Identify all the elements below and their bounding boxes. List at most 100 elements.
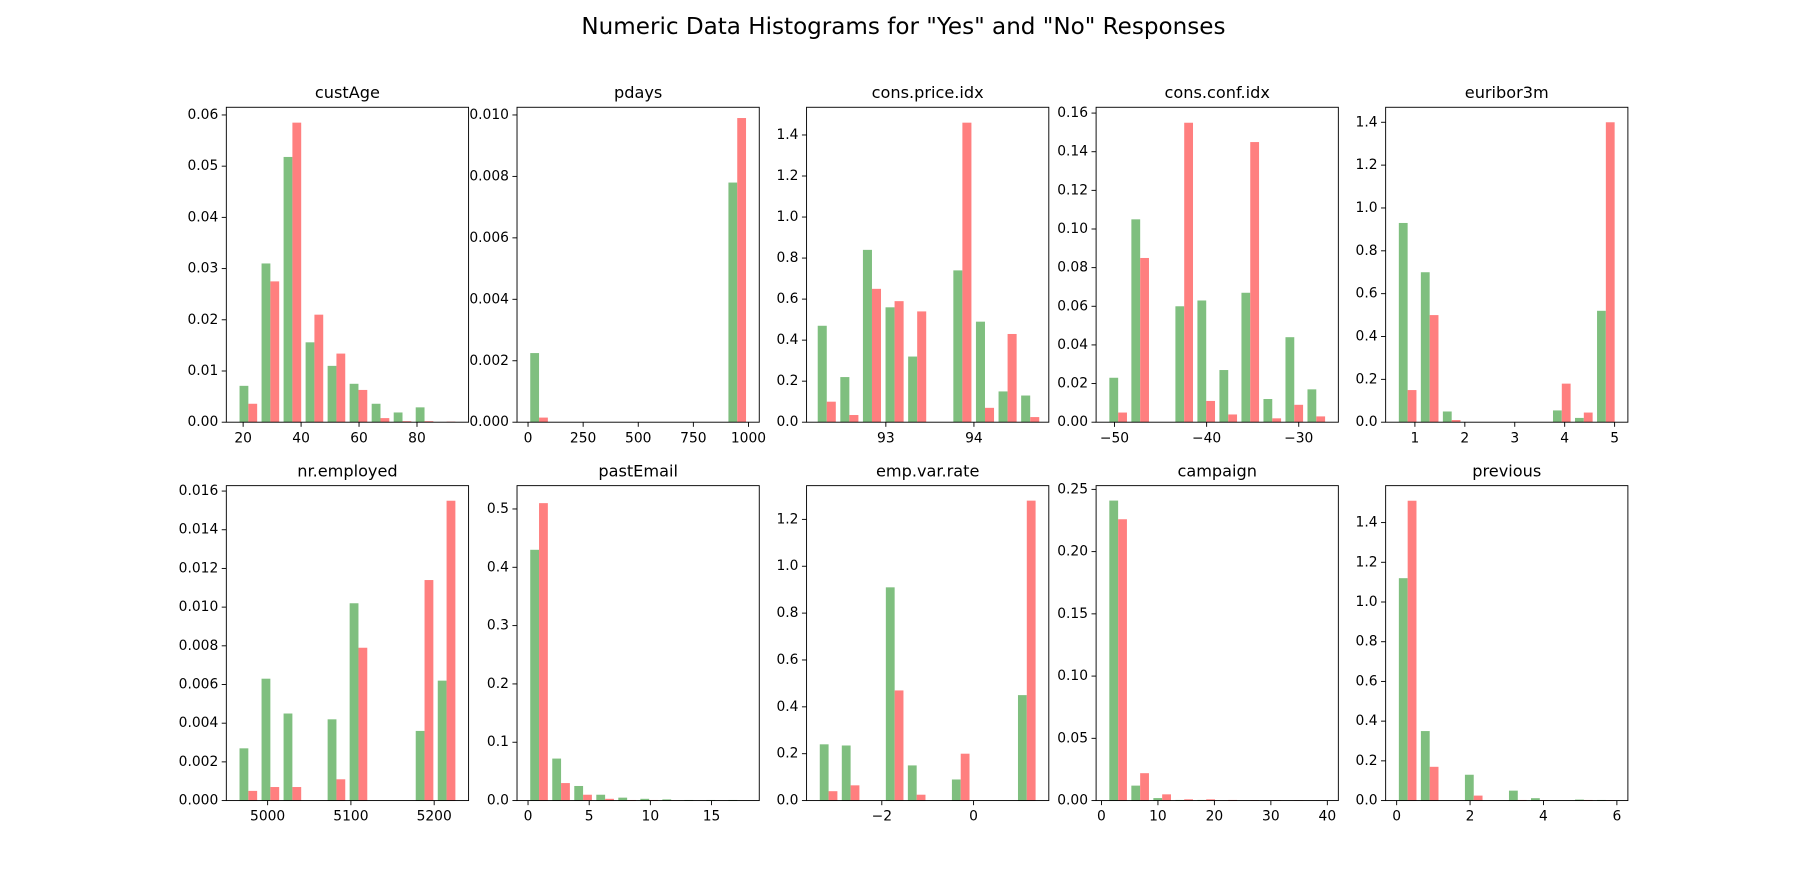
x-tick-label: 5000 — [250, 809, 285, 825]
x-tick-label: 40 — [292, 430, 310, 446]
y-tick-label: 0.04 — [1057, 337, 1088, 353]
x-tick-label: 5 — [585, 809, 594, 825]
x-tick-label: 750 — [680, 430, 706, 446]
y-tick-label: 0.016 — [179, 483, 219, 499]
bar — [850, 785, 860, 801]
bar — [539, 417, 548, 423]
y-tick-label: 0.2 — [487, 676, 509, 692]
bar — [292, 787, 302, 801]
bar — [371, 403, 381, 423]
axes-frame — [516, 485, 760, 802]
bar — [862, 249, 872, 423]
bar — [1597, 310, 1606, 423]
y-tick-label: 0.01 — [187, 363, 218, 379]
y-tick-label: 0.10 — [1057, 668, 1088, 684]
x-tick-label: 40 — [1319, 809, 1337, 825]
subplot-title: pdays — [614, 83, 662, 102]
bar — [1263, 399, 1273, 423]
bar — [424, 421, 434, 423]
bar — [962, 122, 972, 423]
y-tick-label: 0.002 — [469, 353, 509, 369]
bar — [393, 412, 403, 423]
bar — [1272, 418, 1282, 423]
x-tick-label: 5200 — [417, 809, 452, 825]
x-tick-label: 5100 — [333, 809, 368, 825]
bar — [1026, 500, 1036, 801]
bar — [1420, 731, 1430, 801]
y-tick-label: 0.0 — [776, 414, 798, 430]
bar — [424, 580, 434, 801]
y-tick-label: 0.002 — [179, 754, 219, 770]
bar — [1109, 377, 1119, 423]
bar — [1250, 142, 1260, 423]
bar — [960, 753, 970, 801]
x-tick-label: 3 — [1510, 430, 1519, 446]
bar — [1140, 773, 1149, 801]
bar — [1285, 337, 1295, 423]
x-tick-label: 0 — [1097, 809, 1106, 825]
x-tick-label: 4 — [1560, 430, 1569, 446]
y-tick-label: 0.010 — [469, 107, 509, 123]
bar — [1575, 417, 1584, 423]
y-tick-label: 0.4 — [776, 699, 798, 715]
bar — [1294, 404, 1304, 423]
x-tick-label: 15 — [703, 809, 721, 825]
bar — [561, 783, 570, 801]
bar — [437, 680, 447, 801]
y-tick-label: 1.0 — [776, 558, 798, 574]
y-tick-label: 0.05 — [187, 158, 218, 174]
bar — [662, 799, 672, 801]
bar — [327, 365, 337, 423]
bar — [1473, 795, 1483, 801]
y-tick-label: 0.4 — [776, 332, 798, 348]
x-tick-label: 20 — [234, 430, 252, 446]
x-tick-label: −2 — [872, 809, 892, 825]
y-tick-label: 1.2 — [776, 168, 798, 184]
bar — [1561, 383, 1571, 423]
bar — [1162, 794, 1171, 801]
y-tick-label: 0.6 — [1356, 286, 1378, 302]
y-tick-label: 0.000 — [179, 793, 219, 809]
y-tick-label: 0.0 — [487, 793, 509, 809]
y-tick-label: 0.2 — [1356, 371, 1378, 387]
y-tick-label: 0.0 — [1356, 414, 1378, 430]
y-tick-label: 1.4 — [776, 127, 798, 143]
bar — [1197, 300, 1207, 423]
bar — [314, 314, 324, 423]
bar — [530, 353, 540, 423]
bar — [1007, 333, 1017, 423]
bar — [1451, 420, 1461, 423]
x-tick-label: 30 — [1262, 809, 1280, 825]
bar — [1118, 412, 1127, 423]
subplot-title: cons.price.idx — [872, 83, 984, 102]
bar — [415, 407, 425, 423]
bar — [1398, 222, 1408, 423]
x-tick-label: 0 — [524, 430, 533, 446]
bar — [349, 603, 359, 801]
subplot-title: cons.conf.idx — [1165, 83, 1271, 102]
x-tick-label: 2 — [1466, 809, 1475, 825]
bar — [1508, 790, 1518, 801]
y-tick-label: 0.8 — [1356, 634, 1378, 650]
bar — [1407, 500, 1417, 801]
x-tick-label: 2 — [1460, 430, 1469, 446]
bar — [975, 321, 985, 423]
bar — [1464, 774, 1474, 801]
bar — [1552, 410, 1562, 423]
bar — [849, 415, 859, 423]
y-tick-label: 1.2 — [1356, 554, 1378, 570]
y-tick-label: 0.2 — [1356, 753, 1378, 769]
y-tick-label: 0.06 — [187, 107, 218, 123]
bar — [239, 385, 249, 423]
bar — [951, 779, 961, 801]
subplot-title: nr.employed — [297, 461, 397, 480]
subplot-title: custAge — [315, 83, 380, 102]
bar — [1030, 417, 1040, 423]
bar — [953, 270, 963, 423]
y-tick-label: 0.25 — [1057, 481, 1088, 497]
bar — [261, 678, 271, 801]
bar — [1442, 411, 1452, 423]
bar — [248, 790, 258, 801]
axes-frame — [1095, 106, 1339, 423]
